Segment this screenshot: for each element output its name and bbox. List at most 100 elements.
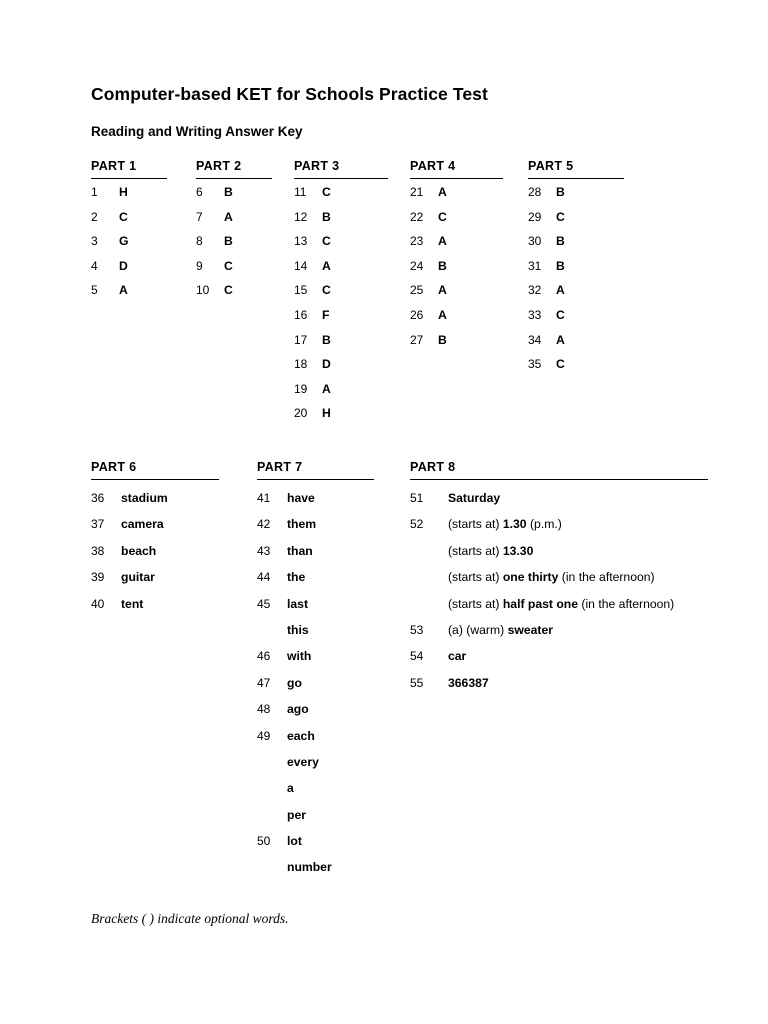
answer-text: C xyxy=(556,308,565,322)
answer-row: 54 car xyxy=(410,650,708,676)
answer-text: A xyxy=(224,209,233,224)
answer-segment: go xyxy=(287,675,302,690)
answer-segment: D xyxy=(119,258,128,273)
answer-text: B xyxy=(438,258,447,273)
answer-number: 40 xyxy=(91,596,105,611)
answer-row: 33 C xyxy=(528,307,624,334)
answer-text: A xyxy=(322,258,331,273)
answer-text: go xyxy=(287,675,302,690)
answer-segment: A xyxy=(438,185,447,199)
answer-segment: each xyxy=(287,728,315,743)
answer-row: 48 ago xyxy=(257,703,374,729)
answer-segment: camera xyxy=(121,517,164,532)
answer-text: (starts at) 13.30 xyxy=(448,544,533,558)
answer-segment: (in the afternoon) xyxy=(578,596,675,611)
answer-segment: B xyxy=(438,332,447,347)
answer-number: 26 xyxy=(410,307,424,322)
answer-text: beach xyxy=(121,544,156,558)
answer-text: D xyxy=(322,358,331,371)
answer-segment: half past one xyxy=(502,596,579,611)
answer-text: G xyxy=(119,235,128,248)
answer-number: 39 xyxy=(91,570,105,585)
answer-text: A xyxy=(438,235,447,248)
answer-number: 51 xyxy=(410,491,424,505)
answer-segment: C xyxy=(556,357,565,372)
page-title: Computer-based KET for Schools Practice … xyxy=(91,84,488,104)
part-header: PART 1 xyxy=(91,159,167,179)
answer-table-part-3: PART 3 11 C 12 B 13 C 14 A 15 C 16 F 17 B 18 D 19 A 20 H xyxy=(294,159,388,432)
answer-table-part-8: PART 8 51 Saturday 52 (starts at) 1.30 (p.m… xyxy=(410,460,708,703)
answer-number: 46 xyxy=(257,649,271,664)
answer-number: 1 xyxy=(91,185,98,199)
answer-text: C xyxy=(438,210,447,224)
part-header: PART 2 xyxy=(196,159,272,179)
answer-text: 366387 xyxy=(448,676,489,690)
answer-table-part-6: PART 6 36 stadium 37 camera 38 beach 39 guitar 4… xyxy=(91,460,219,624)
answer-text: number xyxy=(287,861,332,874)
answer-number: 15 xyxy=(294,283,308,298)
answer-text: C xyxy=(322,284,331,297)
answer-segment: 1.30 xyxy=(502,517,527,532)
answer-row: 15 C xyxy=(294,284,388,309)
answer-number: 24 xyxy=(410,258,424,273)
answer-number: 53 xyxy=(410,622,424,637)
answer-row: 25 A xyxy=(410,284,503,309)
answer-number: 20 xyxy=(294,406,308,421)
answer-text: (starts at) 1.30 (p.m.) xyxy=(448,518,562,531)
answer-segment: C xyxy=(322,283,331,298)
answer-text: A xyxy=(438,308,447,322)
answer-rows: 11 C 12 B 13 C 14 A 15 C 16 F 17 B 18 D 19 A 20 H xyxy=(294,186,388,432)
answer-row: 22 C xyxy=(410,210,503,236)
answer-number: 47 xyxy=(257,675,271,690)
answer-number: 5 xyxy=(91,283,98,298)
answer-segment: A xyxy=(556,283,565,298)
answer-text: H xyxy=(322,407,331,420)
answer-text: C xyxy=(322,235,331,248)
answer-number: 32 xyxy=(528,283,542,298)
answer-text: B xyxy=(224,235,233,248)
answer-segment: a xyxy=(287,781,294,796)
answer-row: 27 B xyxy=(410,332,503,359)
answer-text: car xyxy=(448,650,466,663)
answer-row: 37 camera xyxy=(91,518,219,544)
answer-segment: A xyxy=(224,209,233,224)
answer-text: H xyxy=(119,186,128,199)
answer-number: 7 xyxy=(196,209,203,224)
answer-segment: than xyxy=(287,543,313,558)
answer-text: C xyxy=(224,258,233,273)
answer-number: 12 xyxy=(294,209,308,224)
answer-text: B xyxy=(322,210,331,224)
answer-row: 52 (starts at) 1.30 (p.m.) xyxy=(410,518,708,544)
answer-segment: C xyxy=(119,209,128,224)
answer-segment: (starts at) xyxy=(448,596,503,611)
answer-row: 32 A xyxy=(528,284,624,309)
answer-segment: sweater xyxy=(507,622,553,637)
answer-number: 33 xyxy=(528,307,542,322)
answer-segment: stadium xyxy=(121,491,168,505)
answer-text: them xyxy=(287,518,316,531)
answer-segment: tent xyxy=(121,596,144,611)
answer-row: 38 beach xyxy=(91,544,219,571)
answer-number: 3 xyxy=(91,234,98,249)
answer-segment: B xyxy=(224,185,233,199)
answer-segment: A xyxy=(322,258,331,273)
answer-text: camera xyxy=(121,518,164,531)
answer-segment: lot xyxy=(287,834,302,849)
answer-segment: with xyxy=(287,649,312,664)
answer-segment: B xyxy=(438,258,447,273)
answer-number: 14 xyxy=(294,258,308,273)
answer-number: 45 xyxy=(257,596,271,611)
answer-segment: this xyxy=(287,622,309,637)
answer-text: (starts at) one thirty (in the afternoon… xyxy=(448,571,655,584)
answer-segment: G xyxy=(119,234,129,249)
answer-segment: A xyxy=(119,283,128,298)
answer-segment: guitar xyxy=(121,570,155,585)
answer-number: 34 xyxy=(528,332,542,347)
answer-segment: the xyxy=(287,570,306,585)
answer-segment: C xyxy=(224,258,233,273)
